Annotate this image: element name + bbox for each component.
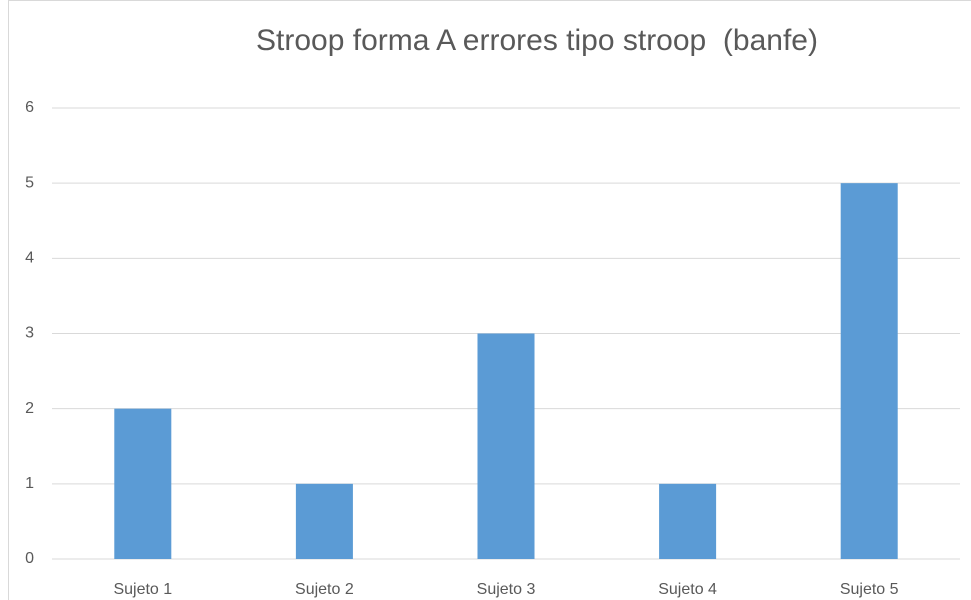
y-tick-label: 4 [25,250,34,267]
y-tick-label: 6 [25,99,34,116]
x-tick-label: Sujeto 3 [477,581,536,598]
y-tick-label: 2 [25,400,34,417]
chart-frame [8,0,971,600]
bar [659,483,717,559]
y-tick-label: 5 [25,174,34,191]
bar [295,483,353,559]
x-tick-label: Sujeto 5 [840,581,899,598]
y-tick-label: 0 [25,550,34,567]
x-tick-label: Sujeto 2 [295,581,354,598]
x-tick-label: Sujeto 4 [658,581,717,598]
bar [477,333,535,559]
y-tick-label: 3 [25,325,34,342]
y-tick-label: 1 [25,475,34,492]
bar [840,183,898,559]
bar [114,408,172,559]
x-tick-label: Sujeto 1 [113,581,172,598]
chart-title: Stroop forma A errores tipo stroop (banf… [256,24,818,57]
